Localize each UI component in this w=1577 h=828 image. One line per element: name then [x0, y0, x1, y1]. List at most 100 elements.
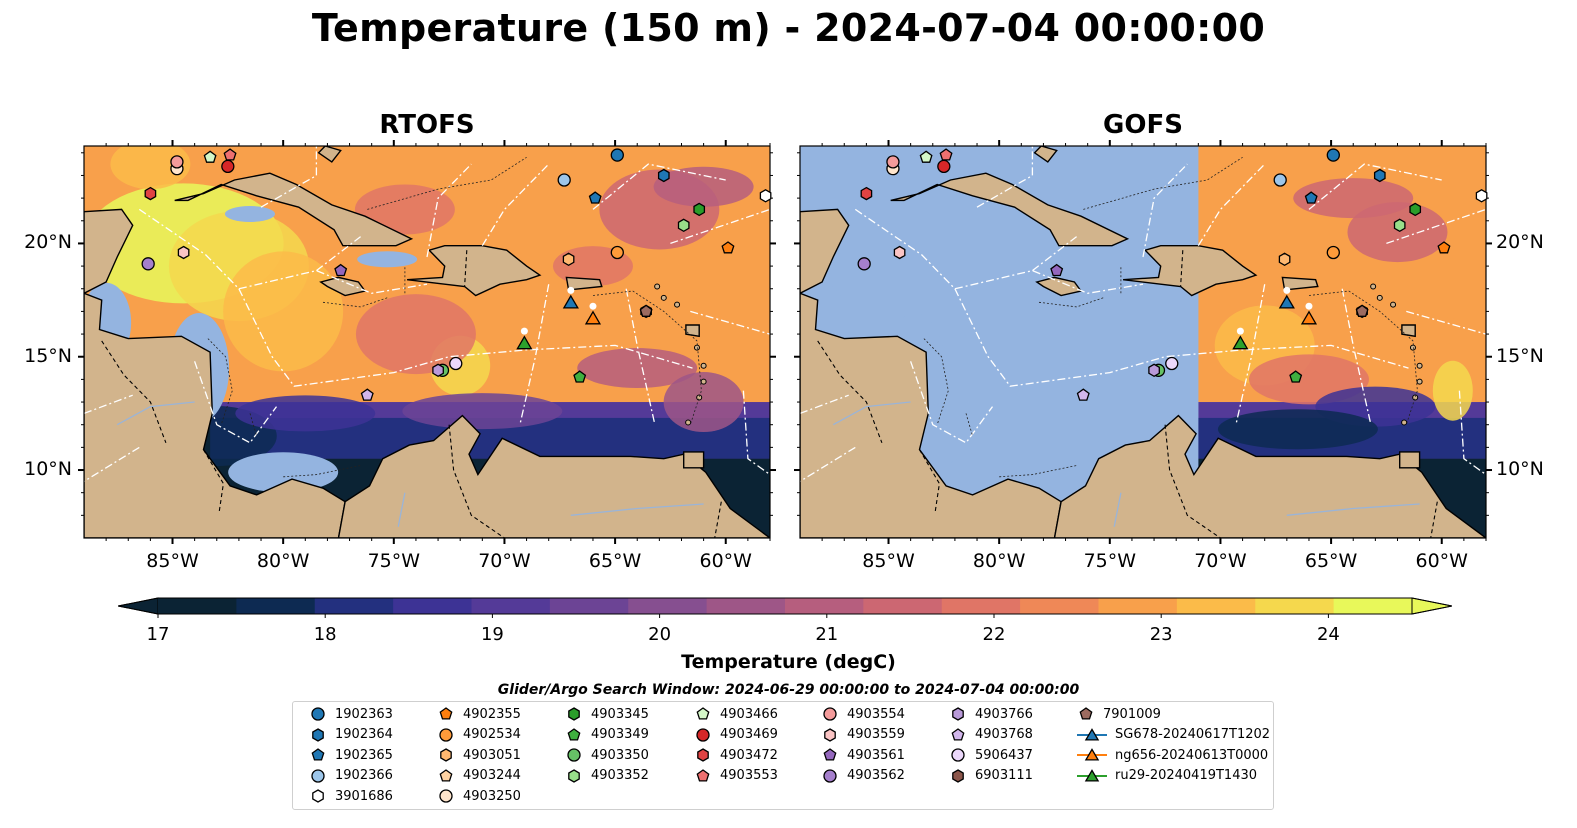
legend-marker — [824, 727, 836, 742]
legend-marker-shape — [311, 748, 325, 761]
legend-marker-shape — [439, 789, 453, 803]
float-marker-4903469 — [937, 159, 951, 174]
float-marker-7901009 — [639, 304, 653, 317]
island — [685, 419, 692, 426]
island — [654, 283, 661, 290]
legend-marker-shape — [439, 707, 453, 720]
legend-label: 1902363 — [335, 706, 393, 722]
gliders — [516, 286, 602, 350]
land-guadeloupe — [685, 324, 700, 338]
legend-item: 4903466 — [692, 704, 778, 724]
float-marker-4903768 — [360, 388, 374, 401]
legend-marker-shape — [697, 748, 709, 762]
legend-label: ru29-20240419T1430 — [1115, 768, 1258, 783]
colorbar-tick-label: 22 — [982, 624, 1006, 645]
x-tick-label: 70°W — [478, 550, 531, 572]
float-marker-4903554 — [170, 155, 184, 169]
land-yucatan — [84, 208, 134, 295]
legend-item: 4903559 — [819, 725, 905, 745]
glider-marker-SG678-20240617T1202 — [562, 294, 579, 309]
x-tick-label: 75°W — [367, 550, 421, 572]
glider-marker-ru29-20240419T1430 — [516, 335, 533, 350]
legend: 1902363 1902364 1902365 1902366 3901686 49023… — [292, 701, 1274, 810]
float-marker-4903766 — [1148, 363, 1160, 378]
argo-floats — [857, 148, 1488, 401]
float-marker-1902365 — [1304, 191, 1318, 204]
colorbar-segment — [706, 598, 786, 614]
island — [1412, 394, 1419, 401]
colorbar-tick-label: 20 — [648, 624, 672, 645]
float-marker-3901686 — [1475, 189, 1488, 203]
land-hispaniola — [407, 244, 542, 297]
legend-item: 4903766 — [947, 704, 1033, 724]
legend-marker — [952, 707, 964, 721]
y-tick-label: 15°N — [24, 344, 72, 367]
panel-title-rtofs: RTOFS — [379, 110, 475, 140]
float-marker-4903766 — [432, 363, 444, 378]
x-tick-label: 80°W — [256, 550, 310, 572]
axis-ticks — [78, 140, 776, 544]
legend-marker-shape — [823, 748, 837, 761]
legend-label: 4902534 — [463, 727, 521, 742]
float-marker-4903051 — [562, 252, 575, 267]
float-marker-4903466 — [919, 150, 933, 163]
legend-label: 1902365 — [335, 747, 393, 763]
float-marker-4902534 — [1326, 245, 1340, 260]
figure-title: Temperature (150 m) - 2024-07-04 00:00:0… — [311, 6, 1266, 50]
colorbar-segment — [393, 598, 472, 614]
float-marker-4903051 — [1278, 252, 1291, 267]
glider-marker-SG678-20240617T1202 — [1278, 294, 1295, 309]
float-marker-1902364 — [1373, 168, 1386, 183]
glider-marker-ng656-20240613T0000 — [1300, 310, 1318, 325]
colorbar-tick-label: 17 — [146, 624, 170, 645]
legend-item: 1902366 — [307, 766, 393, 786]
legend-marker — [440, 748, 452, 762]
legend-marker-shape — [696, 707, 710, 720]
island — [700, 362, 707, 369]
legend-label: 6903111 — [975, 768, 1033, 783]
legend-item: 1902363 — [307, 704, 393, 724]
x-tick-label: 65°W — [588, 550, 642, 572]
map-panel-gofs — [794, 140, 1492, 544]
legend-marker — [823, 748, 837, 761]
legend-item: 4903352 — [563, 766, 649, 786]
legend-marker-shape — [951, 727, 965, 741]
island — [696, 394, 703, 401]
land-trinidad — [1399, 451, 1421, 469]
glider-marker-ru29-20240419T1430 — [1232, 335, 1249, 350]
legend-marker — [439, 789, 453, 803]
legend-label: 4903561 — [847, 747, 905, 763]
float-marker-4903472 — [860, 186, 873, 201]
legend-marker-shape — [1084, 748, 1100, 761]
float-marker-7901009 — [1355, 304, 1369, 317]
legend-marker-shape — [696, 768, 710, 782]
legend-marker-shape — [311, 707, 325, 721]
legend-marker — [1077, 727, 1107, 741]
legend-item: 4903345 — [563, 704, 649, 724]
eez-boundaries — [84, 146, 770, 482]
island — [700, 378, 707, 385]
legend-marker — [696, 768, 710, 782]
land-central-america — [84, 292, 346, 538]
legend-marker-shape — [824, 727, 836, 742]
y-tick-label: 10°N — [24, 458, 72, 481]
x-tick-label: 80°W — [972, 550, 1026, 572]
float-marker-4903559 — [177, 245, 190, 260]
legend-marker-shape — [952, 768, 964, 783]
legend-label: 4903345 — [591, 706, 649, 722]
float-marker-4903345 — [1409, 202, 1422, 217]
land-puerto-rico — [1281, 276, 1319, 291]
x-tick-label: 60°W — [699, 550, 752, 572]
legend-item: SG678-20240617T1202 — [1075, 725, 1270, 745]
colorbar-extend-low — [118, 597, 159, 615]
legend-label: 4903553 — [720, 768, 778, 783]
island — [660, 294, 667, 301]
map-frame — [799, 145, 1487, 539]
float-marker-4903562 — [857, 257, 871, 271]
legend-item: 4903768 — [947, 725, 1033, 745]
legend-label: 4903352 — [591, 768, 649, 783]
y-tick-label: 10°N — [1496, 458, 1544, 481]
legend-item: 4903350 — [563, 745, 649, 765]
x-tick-label: 65°W — [1304, 550, 1358, 572]
float-marker-4903553 — [223, 148, 237, 161]
